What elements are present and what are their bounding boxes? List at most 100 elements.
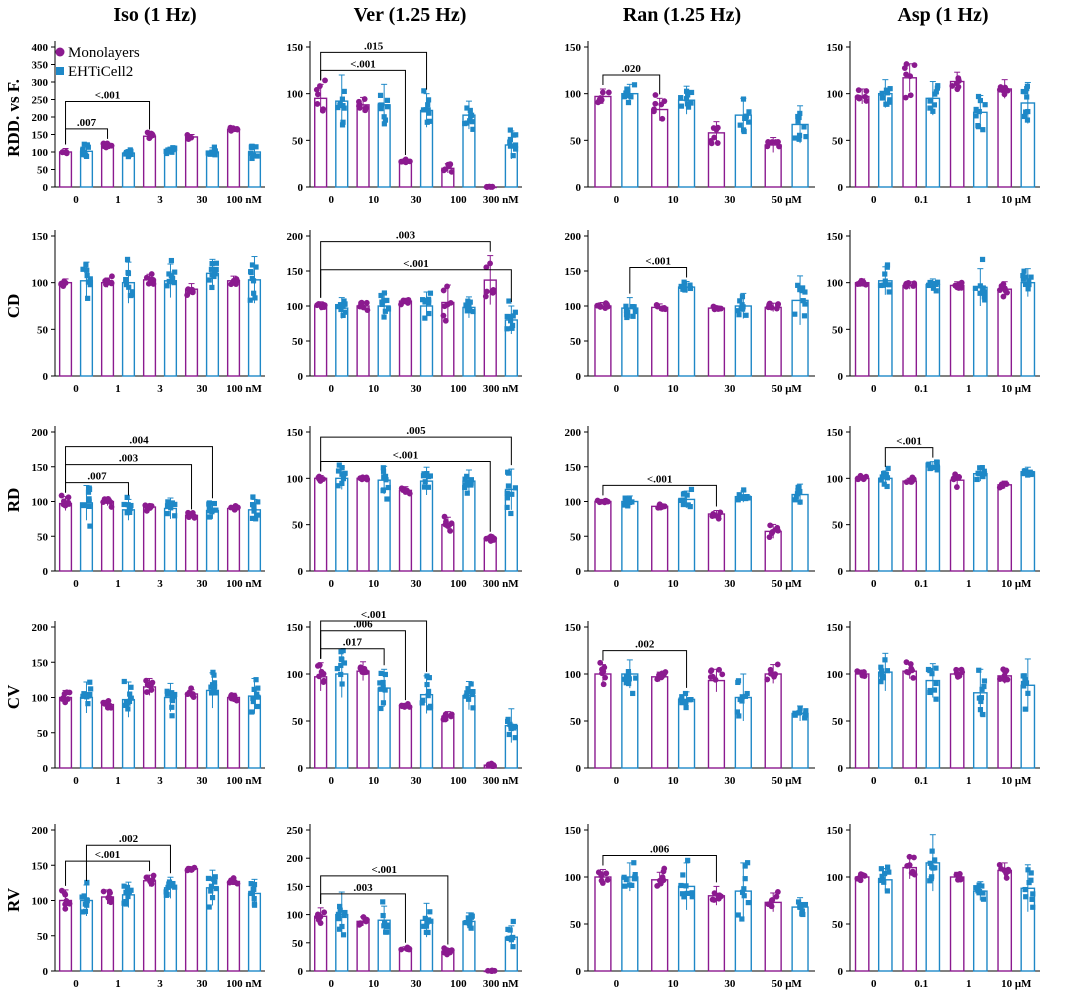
- point-ehticell2: [929, 848, 935, 854]
- y-tick-label: 50: [37, 324, 49, 336]
- point-ehticell2: [797, 110, 803, 117]
- bar-monolayers: [398, 705, 413, 769]
- point-ehticell2: [211, 672, 217, 678]
- point-ehticell2: [79, 894, 85, 900]
- point-ehticell2: [1030, 891, 1036, 897]
- point-monolayers: [185, 286, 192, 293]
- point-monolayers: [447, 527, 454, 534]
- bar-monolayers: [997, 88, 1013, 188]
- point-ehticell2: [121, 678, 127, 685]
- point-monolayers: [363, 474, 370, 481]
- point-ehticell2: [678, 283, 684, 290]
- point-monolayers: [314, 101, 321, 107]
- point-ehticell2: [623, 312, 630, 318]
- y-tick-label: 150: [565, 825, 582, 837]
- point-ehticell2: [248, 269, 254, 275]
- legend-label-ehticell2: EHTiCell2: [68, 64, 133, 80]
- point-ehticell2: [129, 289, 135, 295]
- y-tick-label: 0: [43, 371, 49, 383]
- bar-monolayers: [902, 670, 918, 769]
- point-monolayers: [598, 877, 605, 884]
- point-ehticell2: [626, 680, 632, 687]
- point-ehticell2: [166, 278, 172, 285]
- significance-label: .017: [343, 637, 363, 649]
- point-ehticell2: [169, 704, 175, 710]
- panel-cd-iso-1-hz: 0 50 100 150 0 1 3 30 100 nM: [32, 230, 265, 395]
- point-ehticell2: [883, 87, 890, 93]
- point-ehticell2: [426, 118, 433, 124]
- point-ehticell2: [169, 690, 175, 696]
- point-monolayers: [661, 98, 668, 105]
- point-ehticell2: [470, 126, 476, 132]
- point-ehticell2: [683, 883, 689, 889]
- point-monolayers: [1000, 293, 1007, 300]
- point-monolayers: [488, 968, 495, 974]
- point-ehticell2: [1020, 680, 1027, 687]
- point-ehticell2: [86, 486, 93, 493]
- point-monolayers: [313, 86, 320, 93]
- y-tick-label: 150: [827, 231, 844, 243]
- point-ehticell2: [510, 313, 516, 319]
- point-monolayers: [902, 94, 909, 101]
- y-tick-label: 150: [827, 825, 844, 837]
- point-ehticell2: [470, 308, 476, 315]
- x-tick-label: 10: [368, 978, 380, 990]
- significance-bracket: [320, 620, 428, 672]
- point-ehticell2: [420, 107, 427, 113]
- bar-monolayers: [902, 480, 918, 572]
- point-ehticell2: [212, 149, 218, 155]
- point-ehticell2: [803, 134, 809, 140]
- point-ehticell2: [504, 495, 511, 501]
- point-ehticell2: [80, 146, 86, 152]
- x-tick-label: 100 nM: [226, 578, 262, 590]
- point-monolayers: [441, 303, 448, 310]
- point-ehticell2: [384, 297, 390, 304]
- point-ehticell2: [684, 890, 690, 896]
- legend: Monolayers EHTiCell2: [55, 45, 140, 80]
- x-tick-label: 10 μM: [1001, 775, 1032, 787]
- x-tick-label: 3: [157, 578, 163, 590]
- point-ehticell2: [884, 262, 891, 268]
- significance-bracket: [320, 648, 385, 666]
- point-ehticell2: [251, 686, 257, 693]
- point-ehticell2: [249, 709, 255, 715]
- point-monolayers: [105, 496, 111, 502]
- point-ehticell2: [625, 99, 632, 106]
- bar-monolayers: [100, 500, 115, 572]
- bar-monolayers: [356, 670, 370, 769]
- bar-ehticell2: [791, 712, 809, 769]
- point-monolayers: [103, 144, 109, 151]
- point-ehticell2: [630, 313, 636, 319]
- x-tick-label: 0.1: [914, 194, 928, 206]
- x-tick-label: 10: [668, 978, 680, 990]
- y-tick-label: 400: [32, 42, 49, 54]
- point-ehticell2: [737, 298, 743, 304]
- bar-monolayers: [651, 676, 669, 769]
- point-monolayers: [317, 914, 323, 921]
- point-ehticell2: [342, 470, 348, 476]
- point-ehticell2: [84, 879, 90, 886]
- point-monolayers: [357, 920, 364, 927]
- point-monolayers: [359, 669, 366, 676]
- point-ehticell2: [507, 143, 514, 149]
- significance-label: .020: [622, 63, 642, 75]
- point-monolayers: [908, 479, 915, 485]
- point-ehticell2: [630, 690, 636, 697]
- point-ehticell2: [207, 508, 213, 514]
- point-ehticell2: [164, 688, 170, 694]
- point-ehticell2: [506, 470, 512, 476]
- point-ehticell2: [927, 878, 933, 884]
- x-tick-label: 30: [724, 775, 736, 787]
- point-ehticell2: [205, 875, 212, 882]
- bar-monolayers: [314, 477, 328, 572]
- point-ehticell2: [979, 256, 986, 263]
- y-tick-label: 0: [43, 182, 49, 194]
- y-tick-label: 50: [570, 336, 582, 348]
- point-monolayers: [58, 492, 65, 499]
- x-tick-label: 1: [966, 194, 972, 206]
- point-ehticell2: [1024, 83, 1031, 89]
- point-ehticell2: [340, 647, 346, 654]
- bar-ehticell2: [972, 890, 988, 972]
- y-tick-label: 0: [838, 566, 844, 578]
- point-monolayers: [716, 666, 722, 673]
